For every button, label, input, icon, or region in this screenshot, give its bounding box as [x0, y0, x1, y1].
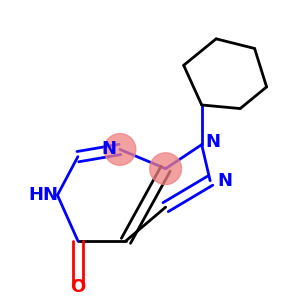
Text: HN: HN	[28, 186, 58, 204]
Text: N: N	[206, 133, 221, 151]
Text: N: N	[101, 140, 116, 158]
Circle shape	[150, 153, 181, 184]
Text: N: N	[217, 172, 232, 190]
Circle shape	[104, 134, 136, 165]
Text: O: O	[70, 278, 85, 296]
